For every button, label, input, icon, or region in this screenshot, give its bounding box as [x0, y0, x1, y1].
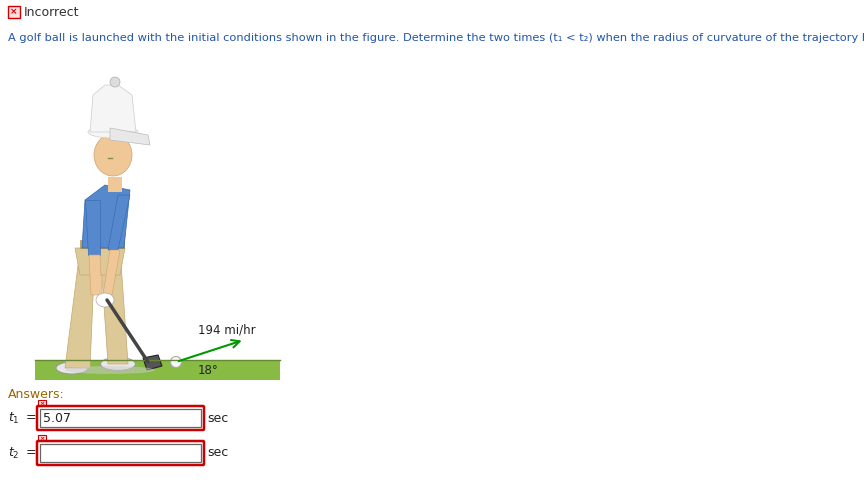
Polygon shape — [85, 200, 100, 255]
FancyBboxPatch shape — [40, 409, 201, 427]
Text: sec: sec — [207, 447, 228, 460]
Text: =: = — [26, 411, 36, 425]
FancyBboxPatch shape — [37, 406, 204, 430]
Bar — [108, 177, 122, 192]
Text: 5.07: 5.07 — [43, 411, 71, 425]
Text: =: = — [26, 447, 36, 460]
Ellipse shape — [65, 366, 155, 374]
Ellipse shape — [100, 358, 136, 370]
Circle shape — [110, 77, 120, 87]
FancyBboxPatch shape — [37, 441, 204, 465]
Polygon shape — [82, 185, 130, 248]
FancyBboxPatch shape — [8, 6, 20, 18]
Text: Answers:: Answers: — [8, 388, 65, 401]
FancyBboxPatch shape — [40, 444, 201, 462]
Polygon shape — [103, 250, 120, 295]
Bar — [35, 360, 280, 380]
Text: A golf ball is launched with the initial conditions shown in the figure. Determi: A golf ball is launched with the initial… — [8, 33, 864, 43]
Text: ×: × — [10, 7, 18, 17]
Text: $t_1$: $t_1$ — [8, 410, 20, 426]
Polygon shape — [108, 195, 130, 250]
Polygon shape — [90, 85, 136, 132]
Polygon shape — [75, 248, 125, 275]
Ellipse shape — [96, 293, 114, 307]
Text: 18°: 18° — [198, 364, 219, 377]
FancyBboxPatch shape — [38, 400, 46, 408]
Text: 194 mi/hr: 194 mi/hr — [198, 324, 256, 337]
Bar — [80, 240, 124, 248]
Ellipse shape — [56, 362, 88, 374]
Ellipse shape — [88, 126, 138, 138]
Text: sec: sec — [207, 411, 228, 425]
Text: ×: × — [40, 436, 45, 442]
Polygon shape — [89, 255, 102, 295]
FancyBboxPatch shape — [38, 435, 46, 443]
Ellipse shape — [94, 134, 132, 176]
Polygon shape — [143, 355, 162, 370]
Text: $t_2$: $t_2$ — [8, 446, 20, 461]
Text: ×: × — [40, 402, 45, 407]
Polygon shape — [100, 248, 128, 364]
Polygon shape — [110, 128, 150, 145]
Circle shape — [170, 357, 181, 367]
Text: Incorrect: Incorrect — [24, 5, 79, 19]
Polygon shape — [65, 250, 95, 368]
